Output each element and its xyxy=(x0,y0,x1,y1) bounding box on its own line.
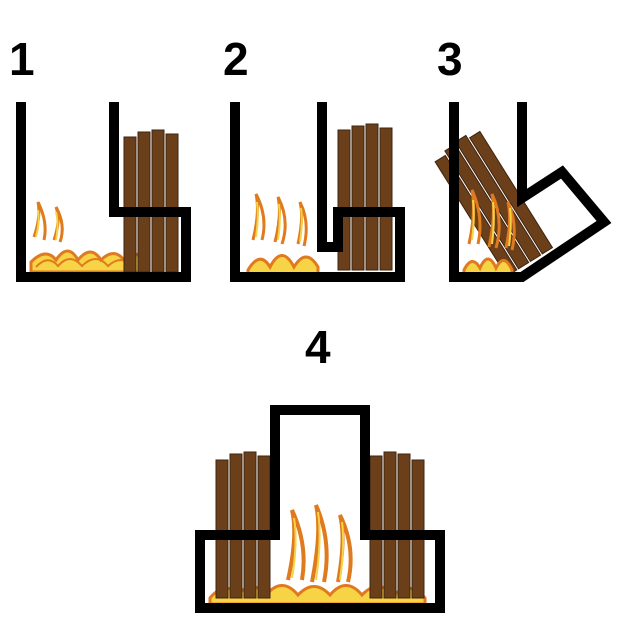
panel-2-label: 2 xyxy=(223,32,249,86)
flames xyxy=(248,194,318,274)
panel-1-label: 1 xyxy=(9,32,35,86)
panel-1: 1 xyxy=(6,22,206,292)
panel-3-label: 3 xyxy=(437,32,463,86)
panel-4: 4 xyxy=(170,320,470,620)
panel-3-diagram xyxy=(434,22,634,292)
panel-2: 2 xyxy=(220,22,420,292)
panel-3: 3 xyxy=(434,22,634,292)
panel-4-label: 4 xyxy=(305,320,331,374)
panel-1-diagram xyxy=(6,22,206,292)
wood-sticks xyxy=(338,124,392,270)
wood-sticks xyxy=(124,130,178,272)
panel-2-diagram xyxy=(220,22,420,292)
wood-left xyxy=(216,452,270,598)
wood-right xyxy=(370,452,424,598)
